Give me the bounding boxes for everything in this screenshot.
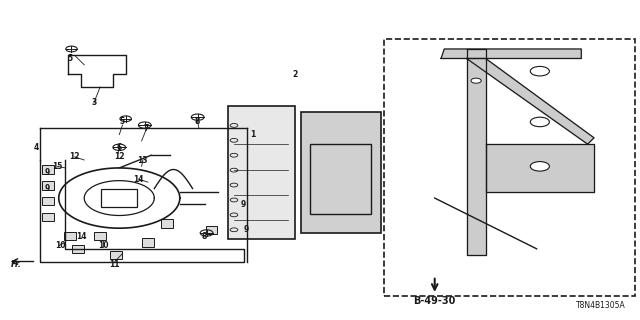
Bar bbox=[301, 112, 381, 233]
Text: 10: 10 bbox=[98, 241, 109, 250]
Polygon shape bbox=[486, 144, 594, 192]
Bar bbox=[232, 226, 243, 234]
Bar bbox=[95, 232, 106, 240]
Polygon shape bbox=[467, 59, 594, 144]
Text: T8N4B1305A: T8N4B1305A bbox=[576, 301, 626, 310]
Bar bbox=[161, 219, 173, 228]
Circle shape bbox=[471, 78, 481, 83]
Bar bbox=[110, 251, 122, 259]
Text: 9: 9 bbox=[45, 184, 50, 193]
Text: 1: 1 bbox=[250, 130, 256, 139]
Text: B-49-30: B-49-30 bbox=[413, 296, 456, 306]
Bar bbox=[72, 245, 84, 253]
Text: 9: 9 bbox=[241, 200, 246, 209]
Text: 8: 8 bbox=[195, 117, 200, 126]
Text: 9: 9 bbox=[45, 168, 50, 177]
Bar bbox=[42, 197, 54, 205]
Circle shape bbox=[531, 117, 549, 127]
Text: 10: 10 bbox=[55, 241, 65, 250]
Text: 15: 15 bbox=[52, 162, 63, 171]
Text: 12: 12 bbox=[114, 152, 125, 161]
Bar bbox=[310, 144, 371, 214]
Bar bbox=[228, 106, 294, 239]
Text: 6: 6 bbox=[116, 143, 122, 152]
Bar bbox=[42, 165, 54, 174]
Text: 3: 3 bbox=[91, 99, 97, 108]
Circle shape bbox=[531, 67, 549, 76]
Text: 5: 5 bbox=[68, 54, 73, 63]
Circle shape bbox=[531, 162, 549, 171]
Text: 13: 13 bbox=[138, 156, 148, 164]
Bar bbox=[65, 232, 76, 240]
Text: 12: 12 bbox=[69, 152, 80, 161]
Bar bbox=[206, 226, 218, 234]
Bar bbox=[142, 238, 154, 247]
Text: 14: 14 bbox=[76, 232, 86, 241]
Polygon shape bbox=[467, 49, 486, 255]
Text: 11: 11 bbox=[109, 260, 120, 269]
Text: 5: 5 bbox=[120, 117, 125, 126]
Polygon shape bbox=[441, 49, 581, 59]
Bar bbox=[101, 189, 137, 207]
Bar bbox=[42, 213, 54, 221]
Text: 14: 14 bbox=[133, 174, 143, 184]
Bar bbox=[42, 181, 54, 189]
Text: 9: 9 bbox=[244, 225, 250, 234]
Text: Fr.: Fr. bbox=[11, 260, 22, 269]
Text: 4: 4 bbox=[34, 143, 39, 152]
Text: 2: 2 bbox=[292, 70, 297, 79]
Text: 7: 7 bbox=[144, 124, 149, 133]
Text: 8: 8 bbox=[202, 232, 207, 241]
